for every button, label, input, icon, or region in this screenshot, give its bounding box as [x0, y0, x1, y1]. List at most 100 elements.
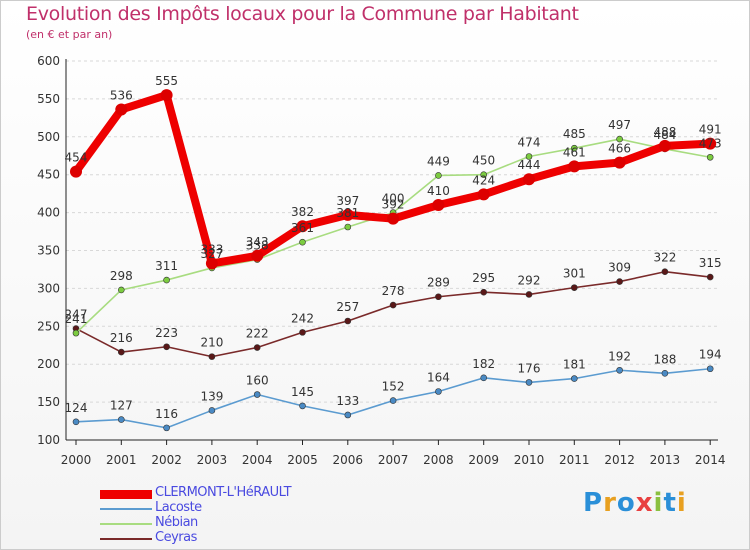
point-ceyras-2009	[480, 288, 488, 296]
point-lacoste-2013	[661, 369, 669, 377]
x-tick-label-2005: 2005	[287, 453, 318, 467]
legend-swatch-ceyras	[100, 538, 152, 540]
legend-label-nebian: Nébian	[155, 515, 198, 530]
data-label-lacoste-2009: 182	[472, 357, 495, 371]
data-label-ceyras-2008: 289	[427, 276, 450, 290]
logo-letter: i	[676, 488, 687, 518]
data-label-lacoste-2014: 194	[699, 348, 722, 362]
y-tick-label-500: 500	[37, 130, 60, 144]
point-clermont-l-h-rault-2001	[115, 103, 128, 116]
legend-label-ceyras: Ceyras	[155, 530, 197, 545]
point-n-bian-2014	[706, 153, 714, 161]
point-lacoste-2008	[435, 388, 442, 395]
point-ceyras-2008	[435, 293, 442, 301]
point-n-bian-2000	[72, 329, 80, 337]
y-tick-label-400: 400	[37, 206, 60, 220]
data-label-lacoste-2003: 139	[200, 389, 223, 403]
data-label-lacoste-2004: 160	[246, 374, 269, 388]
point-n-bian-2012	[616, 135, 623, 143]
data-label-n-bian-2005: 361	[291, 221, 314, 235]
data-label-n-bian-2003: 327	[200, 247, 223, 261]
legend-swatch-clermont	[100, 490, 152, 499]
data-label-n-bian-2000: 241	[65, 312, 88, 326]
point-lacoste-2005	[299, 402, 306, 410]
point-clermont-l-h-rault-2013	[658, 139, 671, 152]
data-label-n-bian-2013: 484	[653, 128, 676, 142]
point-clermont-l-h-rault-2004	[251, 249, 264, 262]
legend-swatch-nebian	[100, 523, 152, 525]
y-tick-label-300: 300	[37, 281, 60, 295]
data-label-clermont-l-h-rault-2000: 454	[65, 151, 88, 165]
y-tick-label-550: 550	[37, 92, 60, 106]
point-n-bian-2011	[570, 144, 578, 152]
point-clermont-l-h-rault-2003	[205, 257, 218, 270]
logo-letter: r	[603, 488, 617, 518]
legend-label-lacoste: Lacoste	[155, 500, 202, 515]
point-clermont-l-h-rault-2007	[387, 212, 400, 225]
point-lacoste-2000	[72, 418, 80, 426]
point-ceyras-2010	[525, 291, 533, 298]
point-lacoste-2014	[706, 365, 714, 373]
data-label-lacoste-2012: 192	[608, 349, 631, 363]
data-label-ceyras-2012: 309	[608, 261, 631, 275]
data-label-clermont-l-h-rault-2007: 392	[382, 198, 405, 212]
point-ceyras-2004	[253, 344, 261, 351]
point-n-bian-2008	[435, 172, 442, 179]
point-clermont-l-h-rault-2002	[160, 89, 173, 102]
data-label-clermont-l-h-rault-2003: 333	[200, 242, 223, 256]
data-label-lacoste-2008: 164	[427, 370, 450, 384]
logo-letter: t	[663, 488, 677, 518]
data-label-n-bian-2007: 400	[382, 192, 405, 206]
point-lacoste-2007	[389, 397, 397, 404]
data-label-clermont-l-h-rault-2010: 444	[518, 158, 541, 172]
x-tick-label-2008: 2008	[423, 453, 454, 467]
point-ceyras-2014	[706, 273, 714, 281]
legend-item-lacoste[interactable]: Lacoste	[100, 500, 400, 516]
point-n-bian-2001	[118, 286, 125, 294]
point-ceyras-2012	[616, 278, 623, 285]
point-lacoste-2012	[616, 366, 623, 374]
point-clermont-l-h-rault-2006	[341, 208, 354, 221]
x-tick-label-2014: 2014	[695, 453, 726, 467]
data-label-lacoste-2013: 188	[653, 352, 676, 366]
point-clermont-l-h-rault-2005	[296, 220, 309, 233]
x-tick-label-2007: 2007	[378, 453, 409, 467]
point-n-bian-2009	[480, 171, 488, 178]
legend-swatch-lacoste	[100, 508, 152, 510]
x-tick-label-2004: 2004	[242, 453, 273, 467]
x-tick-label-2011: 2011	[559, 453, 590, 467]
data-label-clermont-l-h-rault-2001: 536	[110, 89, 133, 103]
data-label-n-bian-2010: 474	[518, 136, 541, 150]
x-tick-label-2009: 2009	[468, 453, 499, 467]
point-clermont-l-h-rault-2012	[613, 156, 626, 169]
point-clermont-l-h-rault-2011	[568, 160, 581, 173]
data-label-lacoste-2002: 116	[155, 407, 178, 421]
point-lacoste-2002	[163, 424, 170, 432]
data-label-ceyras-2005: 242	[291, 311, 314, 325]
point-n-bian-2010	[525, 153, 533, 160]
legend-item-nebian[interactable]: Nébian	[100, 515, 400, 531]
data-label-n-bian-2001: 298	[110, 269, 133, 283]
legend-item-ceyras[interactable]: Ceyras	[100, 530, 400, 546]
x-tick-label-2002: 2002	[151, 453, 182, 467]
data-label-lacoste-2011: 181	[563, 358, 586, 372]
data-label-ceyras-2014: 315	[699, 256, 722, 270]
data-label-ceyras-2006: 257	[336, 300, 359, 314]
point-ceyras-2005	[299, 329, 306, 336]
data-label-ceyras-2003: 210	[200, 336, 223, 350]
data-label-clermont-l-h-rault-2012: 466	[608, 142, 631, 156]
legend-item-clermont[interactable]: CLERMONT-L'HéRAULT	[100, 485, 400, 501]
data-label-clermont-l-h-rault-2013: 488	[653, 125, 676, 139]
data-label-clermont-l-h-rault-2009: 424	[472, 173, 495, 187]
point-ceyras-2003	[208, 353, 216, 360]
point-clermont-l-h-rault-2000	[70, 165, 82, 178]
data-label-n-bian-2004: 338	[246, 239, 269, 253]
legend: CLERMONT-L'HéRAULT Lacoste Nébian Ceyras	[100, 485, 400, 546]
data-label-clermont-l-h-rault-2014: 491	[699, 123, 722, 137]
point-lacoste-2009	[480, 374, 488, 382]
data-label-ceyras-2002: 223	[155, 326, 178, 340]
point-clermont-l-h-rault-2008	[432, 199, 445, 212]
point-n-bian-2006	[344, 223, 352, 231]
point-ceyras-2011	[570, 284, 578, 291]
